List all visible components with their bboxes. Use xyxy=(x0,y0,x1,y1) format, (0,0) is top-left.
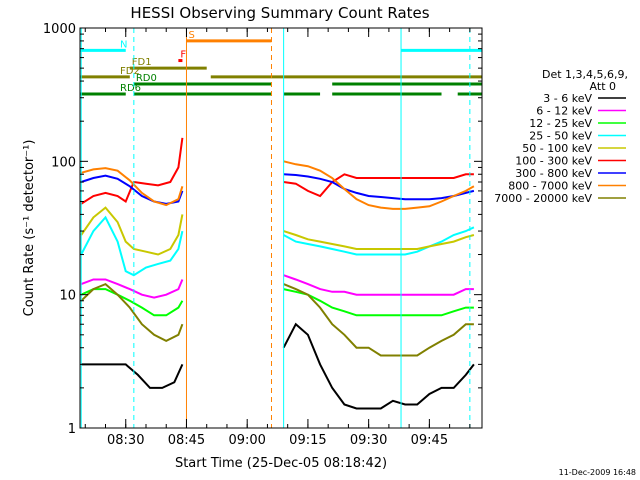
series-line-9 xyxy=(80,282,474,357)
legend-title-line-2: Att 0 xyxy=(590,80,616,93)
x-axis: 08:30 08:45 09:00 09:15 09:30 09:45 xyxy=(84,28,471,448)
legend-title-line-1: Det 1,3,4,5,6,9, xyxy=(542,68,628,81)
flag-label-rd0: RD0 xyxy=(136,73,157,84)
series-line-2 xyxy=(80,274,474,299)
series-line-3 xyxy=(80,288,474,317)
legend-label-3: 12 - 25 keV xyxy=(529,117,592,130)
legend-label-4: 25 - 50 keV xyxy=(529,130,592,143)
vertical-markers xyxy=(80,28,471,428)
flag-label-fd1: FD1 xyxy=(132,57,152,68)
flag-label-fd2: FD2 xyxy=(120,66,140,77)
legend-label-1: 3 - 6 keV xyxy=(543,92,592,105)
x-tick-label: 09:45 xyxy=(411,433,448,448)
x-tick-label: 09:30 xyxy=(350,433,387,448)
x-axis-label: Start Time (25-Dec-05 08:18:42) xyxy=(175,456,387,471)
y-tick-label: 100 xyxy=(51,155,76,170)
x-tick-label: 08:30 xyxy=(107,433,144,448)
flag-label-n: N xyxy=(120,39,127,50)
legend-label-5: 50 - 100 keV xyxy=(522,142,592,155)
plot-frame xyxy=(79,27,483,429)
y-tick-label: 1000 xyxy=(43,22,76,37)
x-tick-label: 09:15 xyxy=(289,433,326,448)
legend-label-6: 100 - 300 keV xyxy=(515,155,592,168)
legend-label-9: 7000 - 20000 keV xyxy=(494,192,592,205)
y-tick-label: 10 xyxy=(59,289,76,304)
flag-label-rd6: RD6 xyxy=(120,83,141,94)
series-line-1 xyxy=(81,322,475,410)
y-tick-label: 1 xyxy=(68,422,76,437)
series-line-8 xyxy=(80,160,475,210)
flag-label-s: S xyxy=(188,30,194,41)
legend-label-8: 800 - 7000 keV xyxy=(508,180,592,193)
flag-label-f: F xyxy=(180,50,186,61)
chart-title: HESSI Observing Summary Count Rates xyxy=(130,4,429,22)
y-axis-label: Count Rate (s⁻¹ detector⁻¹) xyxy=(22,140,37,317)
timestamp: 11-Dec-2009 16:48 xyxy=(559,468,636,477)
legend-label-2: 6 - 12 keV xyxy=(536,105,592,118)
legend-label-7: 300 - 800 keV xyxy=(515,167,592,180)
x-tick-label: 08:45 xyxy=(168,433,205,448)
y-axis: 1 10 100 1000 xyxy=(43,22,482,437)
x-tick-label: 09:00 xyxy=(228,433,265,448)
